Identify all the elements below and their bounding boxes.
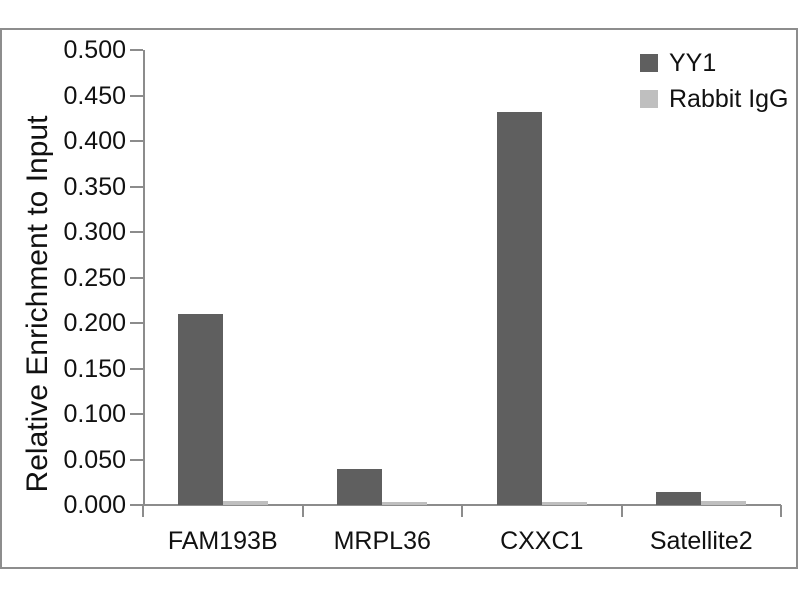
y-tick-mark bbox=[130, 94, 143, 97]
legend-entry-rabbit-igg: Rabbit IgG bbox=[640, 85, 789, 113]
x-category-label: FAM193B bbox=[167, 527, 278, 555]
bar-yy1-fam193b bbox=[177, 314, 223, 505]
y-tick-mark bbox=[130, 504, 143, 506]
x-category-label: MRPL36 bbox=[333, 527, 431, 555]
y-tick-label: 0.500 bbox=[63, 36, 126, 64]
y-tick-label: 0.000 bbox=[63, 491, 126, 519]
legend-swatch-yy1-icon bbox=[640, 54, 658, 72]
legend-label-yy1: YY1 bbox=[669, 49, 717, 77]
y-tick-label: 0.400 bbox=[63, 127, 126, 155]
y-axis-line bbox=[143, 50, 145, 505]
bar-yy1-mrpl36 bbox=[337, 469, 383, 505]
y-tick-mark bbox=[130, 413, 143, 415]
x-tick-mark bbox=[620, 505, 623, 517]
y-tick-label: 0.100 bbox=[63, 400, 126, 428]
bar-rabbit-igg-cxxc1 bbox=[541, 502, 587, 505]
x-category-label: CXXC1 bbox=[500, 527, 584, 555]
image-frame bbox=[0, 28, 798, 569]
y-tick-label: 0.300 bbox=[63, 218, 126, 246]
bar-rabbit-igg-mrpl36 bbox=[382, 502, 428, 505]
x-tick-mark bbox=[301, 505, 304, 517]
y-tick-label: 0.350 bbox=[63, 172, 126, 201]
y-tick-mark bbox=[130, 140, 143, 142]
y-tick-mark bbox=[130, 276, 143, 279]
bar-yy1-satellite2 bbox=[656, 492, 702, 505]
y-tick-mark bbox=[130, 367, 143, 370]
y-tick-mark bbox=[130, 322, 143, 324]
y-tick-label: 0.050 bbox=[63, 445, 126, 474]
bar-yy1-cxxc1 bbox=[496, 112, 542, 505]
x-tick-mark bbox=[461, 505, 463, 517]
y-tick-mark bbox=[130, 185, 143, 188]
y-tick-mark bbox=[130, 458, 143, 461]
bar-rabbit-igg-fam193b bbox=[222, 501, 268, 505]
y-tick-label: 0.450 bbox=[63, 81, 126, 110]
legend-label-rabbit-igg: Rabbit IgG bbox=[669, 85, 789, 113]
x-tick-mark bbox=[780, 505, 782, 517]
x-tick-mark bbox=[142, 505, 144, 517]
y-tick-mark bbox=[130, 49, 143, 51]
y-tick-label: 0.200 bbox=[63, 309, 126, 337]
y-tick-label: 0.150 bbox=[63, 354, 126, 383]
y-tick-label: 0.250 bbox=[63, 263, 126, 292]
x-category-label: Satellite2 bbox=[649, 527, 753, 555]
legend-entry-yy1: YY1 bbox=[640, 49, 717, 77]
bar-rabbit-igg-satellite2 bbox=[701, 501, 747, 505]
y-tick-mark bbox=[130, 231, 143, 233]
legend-swatch-rabbit-igg-icon bbox=[640, 90, 658, 108]
